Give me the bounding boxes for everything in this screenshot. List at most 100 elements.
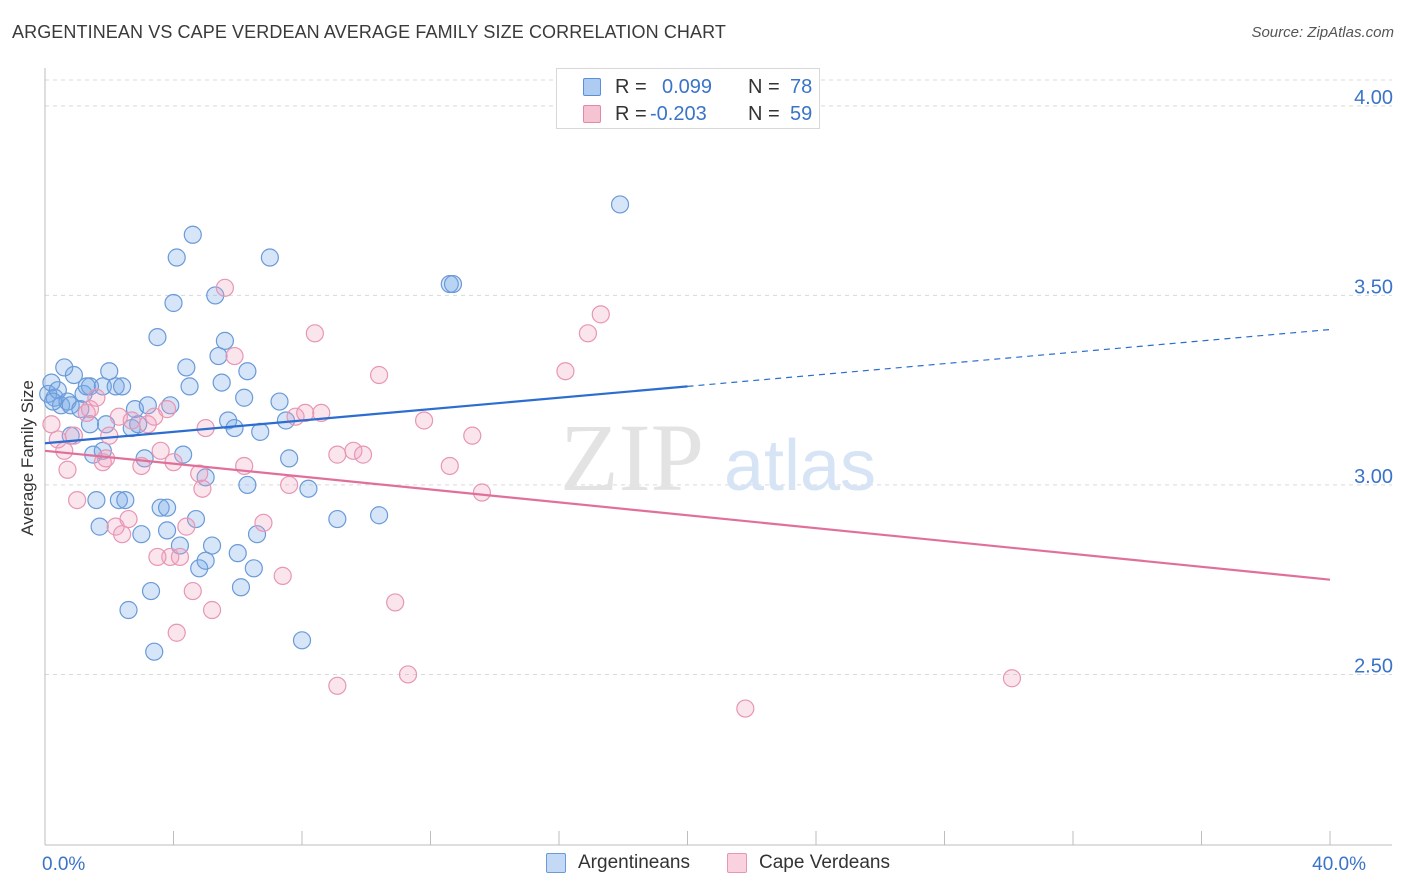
data-point-pink — [183, 581, 202, 601]
data-point-blue — [80, 415, 100, 434]
n-value: 78 — [790, 75, 813, 98]
data-point-pink — [556, 362, 575, 381]
data-point-blue — [145, 642, 164, 661]
data-point-blue — [247, 525, 267, 544]
data-point-pink — [167, 623, 186, 642]
data-point-pink — [177, 517, 196, 536]
data-point-pink — [370, 365, 389, 385]
data-point-pink — [151, 441, 170, 460]
legend-row-argentineans: R = 0.099 N = 78 — [583, 75, 812, 99]
data-point-pink — [202, 600, 222, 620]
legend-label-argentineans: Argentineans — [578, 852, 690, 873]
data-point-blue — [443, 274, 463, 294]
data-point-pink — [58, 460, 77, 479]
watermark: ZIP atlas — [560, 404, 876, 511]
data-point-pink — [736, 699, 755, 718]
r-label: R = — [615, 75, 647, 98]
data-point-blue — [260, 248, 279, 267]
data-point-blue — [141, 581, 161, 601]
data-point-pink — [353, 445, 373, 464]
data-point-blue — [132, 525, 151, 544]
data-point-pink — [148, 547, 167, 567]
data-point-pink — [42, 415, 61, 434]
legend-row-cape-verdeans: R = -0.203 N = 59 — [583, 102, 812, 126]
series-legend: Argentineans Cape Verdeans — [0, 852, 1406, 876]
axes — [44, 68, 1392, 846]
legend-swatch-pink — [727, 853, 747, 873]
data-point-blue — [370, 506, 389, 525]
data-point-blue — [151, 498, 170, 517]
data-point-blue — [93, 377, 112, 396]
data-point-blue — [196, 551, 215, 570]
x-tick-label: 0.0% — [42, 854, 85, 875]
data-point-blue — [183, 225, 202, 244]
data-point-blue — [212, 373, 231, 392]
data-point-blue — [174, 445, 193, 464]
data-point-blue — [238, 475, 257, 495]
data-point-pink — [312, 403, 331, 423]
data-point-pink — [1002, 669, 1022, 688]
data-point-blue — [106, 377, 125, 396]
data-point-pink — [591, 305, 610, 324]
legend-swatch-blue — [583, 78, 601, 96]
data-point-pink — [170, 547, 190, 567]
data-point-pink — [414, 411, 434, 430]
data-point-blue — [109, 490, 128, 510]
y-tick-label: 2.50 — [1354, 655, 1393, 677]
legend-swatch-pink — [583, 105, 601, 123]
source-label: Source: ZipAtlas.com — [1251, 24, 1394, 41]
n-value: 59 — [790, 102, 813, 125]
legend-item-argentineans[interactable]: Argentineans — [546, 852, 690, 874]
data-point-pink — [122, 411, 141, 430]
r-value: -0.203 — [650, 102, 707, 125]
data-point-blue — [238, 362, 257, 381]
data-point-pink — [386, 593, 405, 612]
data-point-blue — [55, 358, 74, 377]
data-point-blue — [157, 498, 177, 517]
data-point-blue — [186, 509, 206, 529]
data-point-pink — [215, 278, 234, 297]
data-point-blue — [292, 631, 312, 650]
r-value: 0.099 — [662, 75, 713, 98]
y-axis-label: Average Family Size — [18, 380, 37, 536]
legend-item-cape-verdeans[interactable]: Cape Verdeans — [727, 852, 890, 874]
trend-line-argentineans — [44, 385, 688, 445]
legend-label-cape-verdeans: Cape Verdeans — [759, 852, 890, 873]
data-point-blue — [100, 362, 119, 381]
x-tick-label: 40.0% — [1312, 854, 1366, 875]
y-tick-label: 3.50 — [1354, 276, 1393, 298]
data-point-blue — [610, 195, 630, 214]
data-point-pink — [273, 566, 292, 585]
data-point-blue — [116, 490, 135, 510]
data-point-blue — [42, 373, 61, 392]
data-point-pink — [119, 509, 138, 529]
data-point-pink — [100, 426, 119, 445]
data-point-pink — [296, 403, 315, 423]
n-label: N = — [748, 75, 780, 98]
data-point-blue — [202, 536, 222, 555]
data-point-pink — [138, 415, 157, 434]
data-point-blue — [61, 396, 80, 415]
data-point-pink — [398, 665, 418, 684]
data-point-blue — [219, 411, 238, 430]
data-point-blue — [190, 559, 209, 578]
data-point-blue — [138, 396, 157, 415]
data-point-pink — [463, 426, 482, 445]
data-point-blue — [43, 392, 63, 411]
data-point-pink — [305, 324, 324, 343]
data-point-pink — [344, 441, 363, 460]
data-point-blue — [328, 509, 347, 529]
data-point-blue — [148, 328, 167, 347]
data-point-blue — [209, 346, 228, 366]
chart-title: ARGENTINEAN VS CAPE VERDEAN AVERAGE FAMI… — [12, 22, 726, 42]
data-point-pink — [161, 547, 180, 567]
data-point-pink — [157, 400, 177, 419]
data-point-pink — [440, 456, 459, 476]
data-point-pink — [112, 525, 132, 544]
data-point-blue — [270, 392, 289, 411]
trend-line-cape-verdeans — [44, 449, 1331, 581]
y-tick-label: 3.00 — [1354, 466, 1393, 488]
trend-lines — [44, 328, 1331, 581]
watermark-atlas: atlas — [724, 426, 876, 506]
